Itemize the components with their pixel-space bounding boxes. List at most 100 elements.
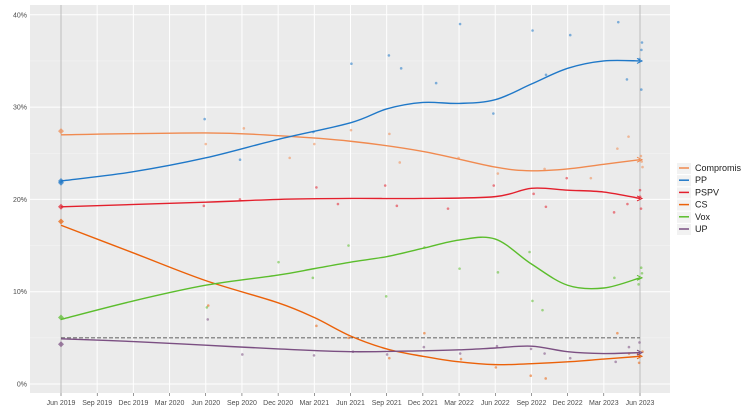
poll-point-compromis xyxy=(288,156,291,160)
poll-point-vox xyxy=(639,266,643,270)
legend-label-pp: PP xyxy=(695,175,707,185)
poll-point-pp xyxy=(399,67,403,70)
poll-point-pp xyxy=(568,33,572,37)
legend-label-compromis: Compromis xyxy=(695,163,742,173)
poll-point-up xyxy=(614,360,617,364)
x-tick-label: Jun 2019 xyxy=(47,400,76,407)
poll-point-pp xyxy=(458,22,462,26)
poll-point-cs xyxy=(544,377,547,380)
poll-point-compromis xyxy=(589,176,593,180)
poll-point-pspv xyxy=(638,188,642,192)
poll-point-pp xyxy=(350,62,353,66)
x-tick-label: Jun 2023 xyxy=(626,400,655,407)
poll-point-pspv xyxy=(612,211,616,214)
poll-point-vox xyxy=(496,271,500,274)
election-result-compromis xyxy=(58,128,64,135)
election-result-up xyxy=(58,341,64,348)
poll-point-compromis xyxy=(313,142,316,146)
poll-point-compromis xyxy=(388,132,391,136)
x-tick-label: Dec 2020 xyxy=(263,400,293,407)
poll-point-up xyxy=(206,318,210,321)
y-tick-label: 10% xyxy=(13,289,27,296)
poll-point-pp xyxy=(387,54,391,57)
x-tick-label: Jun 2022 xyxy=(481,400,510,407)
chart-marks xyxy=(58,5,644,393)
poll-point-cs xyxy=(387,356,391,360)
poll-point-vox xyxy=(541,308,544,312)
poll-point-compromis xyxy=(204,142,208,146)
trend-line-pspv xyxy=(60,187,641,208)
y-axis: 0% 10% 20% 30% 40% xyxy=(13,12,27,388)
poll-point-up xyxy=(241,353,244,356)
poll-point-pspv xyxy=(238,198,242,201)
x-tick-label: Sep 2019 xyxy=(82,400,112,407)
poll-point-vox xyxy=(384,295,388,298)
legend: Compromis PP PSPV CS Vox UP xyxy=(677,163,742,235)
election-result-pp xyxy=(58,177,64,184)
poll-point-pspv xyxy=(315,186,318,189)
legend-label-pspv: PSPV xyxy=(695,187,719,197)
poll-point-cs xyxy=(529,374,533,377)
poll-point-cs xyxy=(494,366,498,369)
trend-end-arrow xyxy=(636,156,644,163)
poll-point-up xyxy=(543,352,546,355)
election-result-cs xyxy=(58,218,64,225)
poll-point-pp xyxy=(544,73,548,77)
poll-point-compromis xyxy=(349,128,353,132)
poll-point-cs xyxy=(616,331,619,335)
poll-point-pspv xyxy=(639,207,643,210)
poll-point-cs xyxy=(347,336,350,340)
poll-point-up xyxy=(638,341,641,344)
poll-point-pp xyxy=(531,29,534,32)
poll-point-pp xyxy=(640,41,644,44)
poll-point-cs xyxy=(315,324,318,328)
trend-end-arrow xyxy=(636,195,644,202)
poll-point-up xyxy=(495,344,499,348)
legend-label-cs: CS xyxy=(695,200,708,210)
poll-point-compromis xyxy=(640,160,643,163)
poll-point-up xyxy=(422,345,426,349)
poll-point-compromis xyxy=(496,172,500,175)
x-tick-label: Sep 2021 xyxy=(372,400,402,407)
x-tick-label: Dec 2022 xyxy=(553,400,583,407)
poll-point-pspv xyxy=(532,192,535,196)
x-axis: Jun 2019 Sep 2019 Dec 2019 Mar 2020 Jun 2020… xyxy=(47,393,655,407)
trend-line-pp xyxy=(60,59,641,182)
poll-point-cs xyxy=(459,357,463,361)
poll-point-cs xyxy=(206,304,210,307)
x-tick-label: Sep 2020 xyxy=(227,400,257,407)
poll-point-vox xyxy=(613,276,616,280)
trend-line-vox xyxy=(60,236,641,321)
election-result-pspv xyxy=(58,203,64,210)
poll-point-vox xyxy=(531,299,534,303)
y-tick-label: 0% xyxy=(17,382,27,389)
y-tick-label: 40% xyxy=(13,12,27,19)
poll-point-pp xyxy=(640,48,643,52)
x-tick-label: Jun 2021 xyxy=(336,400,365,407)
poll-point-up xyxy=(385,353,389,356)
poll-point-up xyxy=(458,352,462,355)
x-tick-label: Mar 2022 xyxy=(444,400,474,407)
poll-point-pspv xyxy=(202,204,206,208)
x-tick-label: Dec 2019 xyxy=(118,400,148,407)
poll-point-up xyxy=(312,354,316,357)
trend-end-arrow xyxy=(636,58,644,64)
poll-point-compromis xyxy=(641,165,644,169)
x-tick-label: Mar 2021 xyxy=(300,400,330,407)
poll-point-vox xyxy=(311,276,315,280)
poll-point-compromis xyxy=(639,154,643,158)
trend-line-compromis xyxy=(60,132,641,172)
legend-label-up: UP xyxy=(695,224,708,234)
poll-point-compromis xyxy=(242,127,246,130)
poll-point-pspv xyxy=(383,184,387,187)
poll-point-pspv xyxy=(565,176,569,180)
legend-label-vox: Vox xyxy=(695,212,711,222)
election-result-vox xyxy=(58,314,64,321)
poll-point-compromis xyxy=(616,147,619,150)
poll-point-pspv xyxy=(336,202,340,206)
poll-point-vox xyxy=(640,271,644,275)
poll-point-pp xyxy=(238,158,242,162)
poll-point-pp xyxy=(492,112,495,115)
poll-point-cs xyxy=(423,331,426,335)
